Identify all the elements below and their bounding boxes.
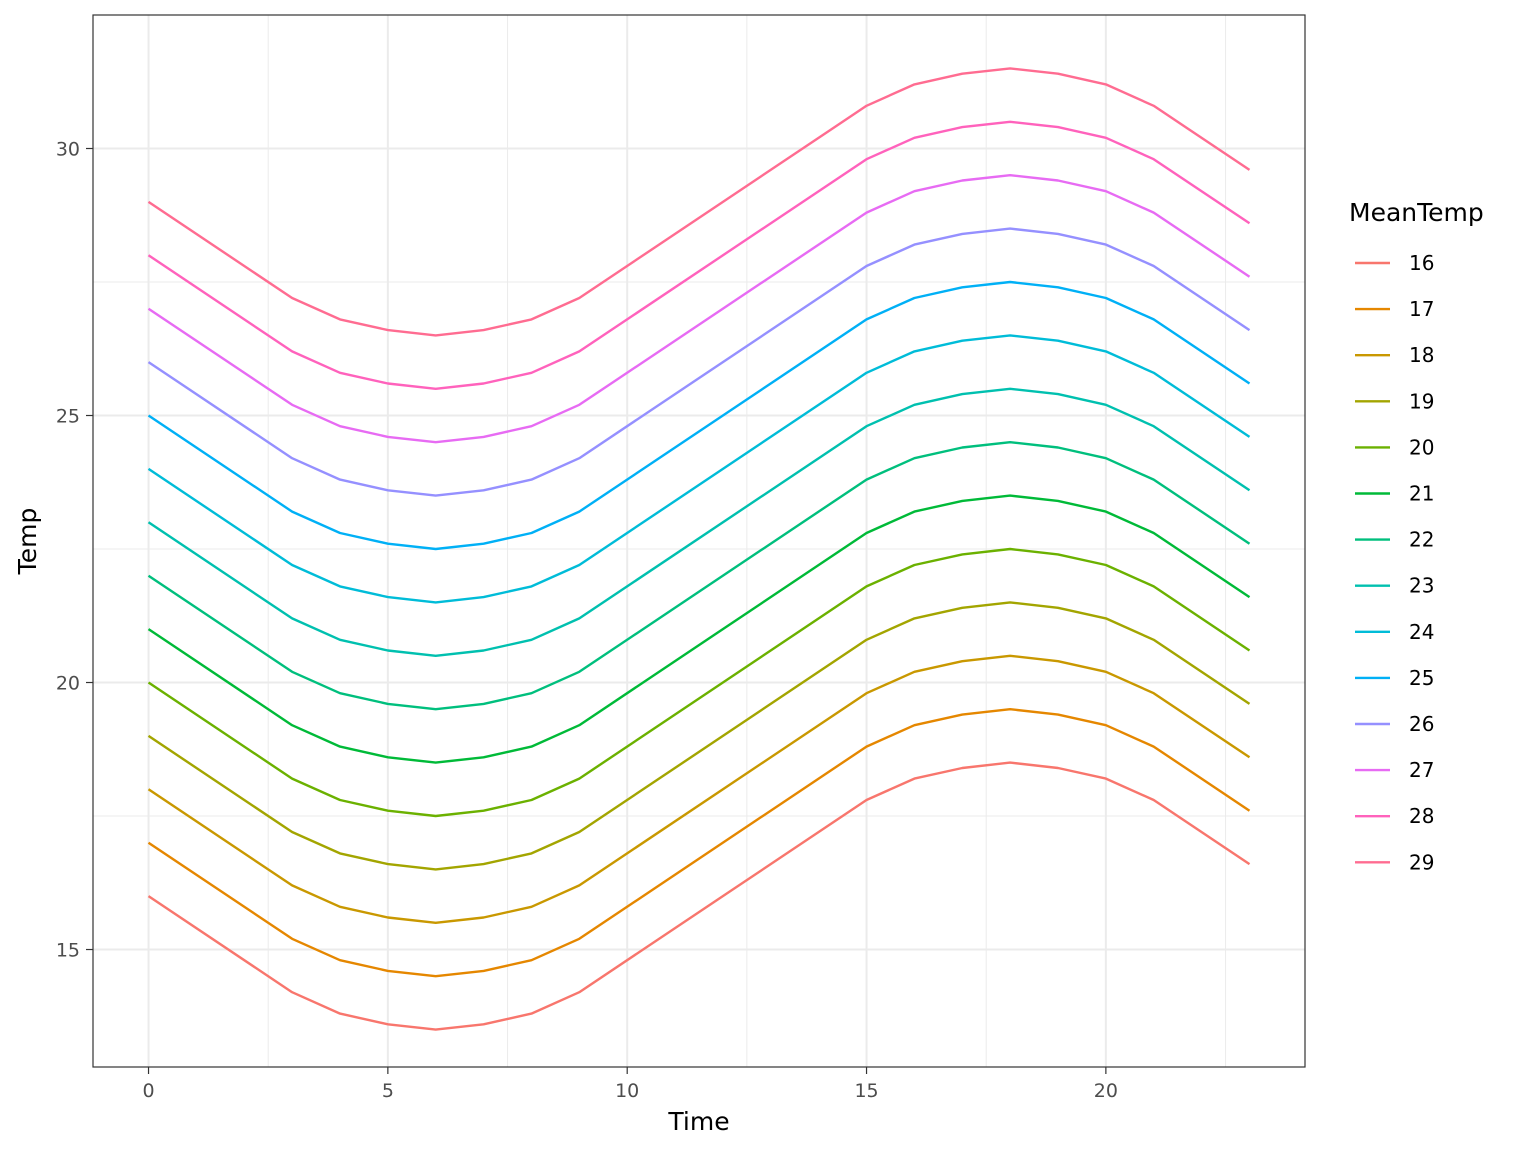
y-axis: 15 20 25 30 [56,139,93,962]
legend-label-25: 25 [1409,666,1434,690]
legend-label-19: 19 [1409,389,1434,413]
series-line-27 [147,173,1251,444]
series-lines [147,67,1251,1031]
legend-label-21: 21 [1409,482,1434,506]
series-line-22 [147,441,1251,711]
legend-label-26: 26 [1409,712,1434,736]
series-line-19 [147,601,1251,871]
legend-label-23: 23 [1409,574,1434,598]
legend-label-22: 22 [1409,528,1434,552]
legend-label-29: 29 [1409,850,1434,874]
legend-label-16: 16 [1409,251,1434,275]
series-line-23 [147,387,1251,657]
legend-label-18: 18 [1409,343,1434,367]
series-line-25 [147,280,1251,551]
y-axis-title: Temp [13,508,42,576]
y-tick-label: 15 [56,940,80,962]
y-tick-label: 30 [56,139,80,161]
minor-gridlines [93,15,1305,1067]
series-line-16 [147,761,1251,1031]
x-tick-label: 0 [142,1080,154,1102]
series-line-17 [147,708,1251,978]
y-tick-label: 25 [56,406,80,428]
x-axis-title: Time [667,1107,729,1136]
legend-label-17: 17 [1409,297,1434,321]
series-line-28 [147,120,1251,390]
legend-label-20: 20 [1409,435,1434,459]
plot-background [93,15,1305,1067]
x-axis: 0 5 10 15 20 [142,1067,1118,1102]
series-line-29 [147,67,1251,337]
series-line-20 [147,547,1251,818]
series-line-26 [147,227,1251,497]
major-gridlines [93,15,1305,1067]
y-tick-label: 20 [56,673,80,695]
legend: MeanTemp 16 17 18 19 20 21 22 23 24 25 26 27 28 29 [1349,198,1484,874]
x-tick-label: 15 [854,1080,878,1102]
plot-panel-border [92,14,1306,1068]
legend-label-27: 27 [1409,758,1434,782]
x-tick-label: 20 [1094,1080,1118,1102]
x-tick-label: 10 [615,1080,639,1102]
series-line-18 [147,654,1251,924]
series-line-21 [147,494,1251,764]
legend-title: MeanTemp [1349,198,1484,227]
x-tick-label: 5 [382,1080,394,1102]
legend-label-28: 28 [1409,804,1434,828]
series-line-24 [147,334,1251,604]
legend-label-24: 24 [1409,620,1434,644]
